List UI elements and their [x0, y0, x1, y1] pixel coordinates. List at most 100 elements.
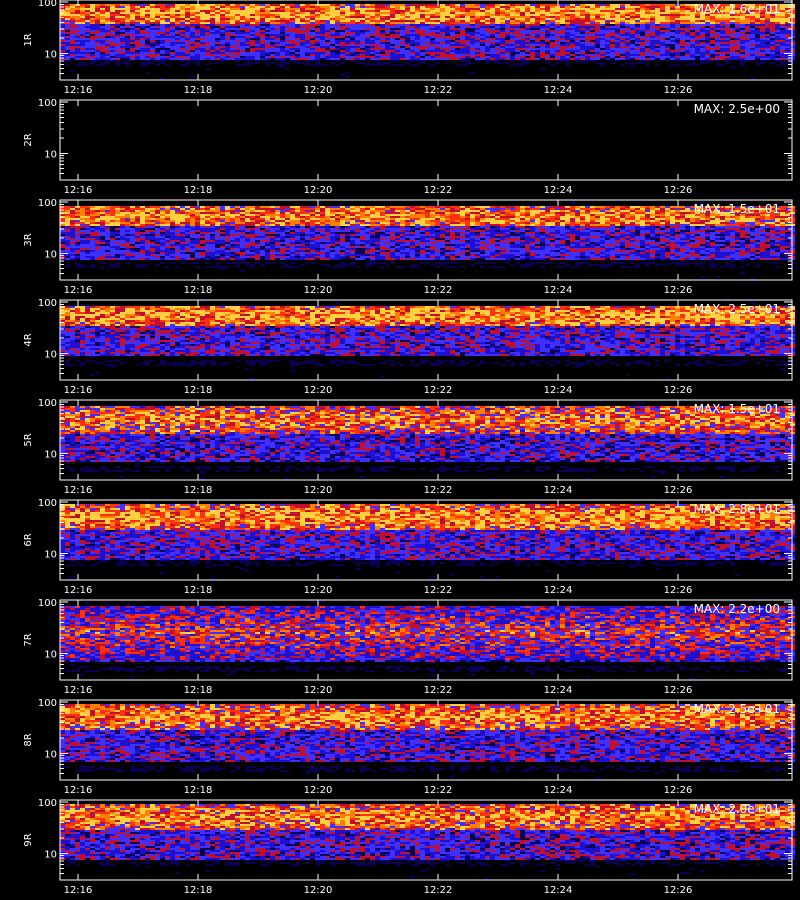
- heatmap-cell: [285, 8, 290, 10]
- heatmap-cell: [705, 50, 710, 52]
- heatmap-cell: [180, 14, 185, 16]
- heatmap-cell: [740, 26, 745, 28]
- heatmap-cell: [575, 30, 580, 32]
- heatmap-cell: [560, 4, 565, 6]
- heatmap-cell: [530, 42, 535, 44]
- heatmap-cell: [755, 38, 760, 40]
- heatmap-cell: [280, 18, 285, 20]
- heatmap-cell: [455, 40, 460, 42]
- heatmap-cell: [715, 44, 720, 46]
- heatmap-cell: [300, 28, 305, 30]
- heatmap-cell: [520, 6, 525, 8]
- heatmap-cell: [740, 36, 745, 38]
- heatmap-cell: [585, 14, 590, 16]
- heatmap-cell: [735, 44, 740, 46]
- heatmap-cell: [560, 42, 565, 44]
- heatmap-cell: [550, 8, 555, 10]
- heatmap-cell: [345, 44, 350, 46]
- heatmap-cell: [395, 18, 400, 20]
- heatmap-cell: [60, 26, 65, 28]
- heatmap-cell: [650, 32, 655, 34]
- heatmap-cell: [770, 38, 775, 40]
- heatmap-cell: [330, 32, 335, 34]
- heatmap-cell: [370, 34, 375, 36]
- heatmap-cell: [400, 44, 405, 46]
- heatmap-cell: [385, 34, 390, 36]
- heatmap-cell: [770, 42, 775, 44]
- heatmap-cell: [425, 4, 430, 6]
- heatmap-cell: [540, 30, 545, 32]
- heatmap-cell: [295, 12, 300, 14]
- heatmap-cell: [285, 16, 290, 18]
- heatmap-cell: [155, 20, 160, 22]
- heatmap-cell: [330, 18, 335, 20]
- heatmap-cell: [750, 44, 755, 46]
- heatmap-cell: [475, 26, 480, 28]
- heatmap-cell: [110, 38, 115, 40]
- heatmap-cell: [205, 46, 210, 48]
- heatmap-cell: [330, 8, 335, 10]
- heatmap-cell: [305, 6, 310, 8]
- heatmap-cell: [70, 46, 75, 48]
- heatmap-cell: [345, 36, 350, 38]
- heatmap-cell: [185, 18, 190, 20]
- heatmap-cell: [500, 50, 505, 52]
- heatmap-cell: [785, 26, 790, 28]
- heatmap-cell: [505, 34, 510, 36]
- heatmap-cell: [315, 30, 320, 32]
- heatmap-cell: [415, 14, 420, 16]
- heatmap-cell: [750, 40, 755, 42]
- heatmap-cell: [500, 32, 505, 34]
- heatmap-cell: [140, 22, 145, 24]
- heatmap-cell: [460, 46, 465, 48]
- heatmap-cell: [165, 30, 170, 32]
- heatmap-cell: [685, 12, 690, 14]
- heatmap-cell: [420, 28, 425, 30]
- heatmap-cell: [745, 50, 750, 52]
- heatmap-cell: [560, 38, 565, 40]
- heatmap-cell: [755, 42, 760, 44]
- heatmap-cell: [280, 44, 285, 46]
- heatmap-cell: [705, 16, 710, 18]
- heatmap-cell: [275, 50, 280, 52]
- heatmap-cell: [370, 28, 375, 30]
- heatmap-cell: [650, 38, 655, 40]
- heatmap-cell: [455, 38, 460, 40]
- heatmap-cell: [80, 18, 85, 20]
- heatmap-cell: [70, 32, 75, 34]
- heatmap-cell: [735, 28, 740, 30]
- heatmap-cell: [760, 30, 765, 32]
- heatmap-cell: [350, 10, 355, 12]
- heatmap-cell: [265, 20, 270, 22]
- heatmap-cell: [635, 10, 640, 12]
- heatmap-cell: [590, 30, 595, 32]
- heatmap-cell: [580, 50, 585, 52]
- heatmap-cell: [150, 48, 155, 50]
- heatmap-cell: [280, 50, 285, 52]
- heatmap-cell: [315, 16, 320, 18]
- heatmap-cell: [130, 22, 135, 24]
- heatmap-cell: [385, 8, 390, 10]
- heatmap-cell: [230, 26, 235, 28]
- heatmap-cell: [95, 40, 100, 42]
- heatmap-cell: [305, 28, 310, 30]
- heatmap-cell: [355, 40, 360, 42]
- heatmap-cell: [545, 44, 550, 46]
- heatmap-cell: [370, 22, 375, 24]
- heatmap-cell: [510, 22, 515, 24]
- heatmap-cell: [720, 34, 725, 36]
- heatmap-cell: [660, 18, 665, 20]
- heatmap-cell: [170, 34, 175, 36]
- heatmap-cell: [580, 8, 585, 10]
- heatmap-cell: [360, 44, 365, 46]
- heatmap-cell: [170, 10, 175, 12]
- heatmap-cell: [620, 36, 625, 38]
- heatmap-cell: [380, 6, 385, 8]
- heatmap-cell: [470, 14, 475, 16]
- heatmap-cell: [255, 16, 260, 18]
- heatmap-cell: [240, 10, 245, 12]
- heatmap-cell: [625, 36, 630, 38]
- heatmap-cell: [105, 38, 110, 40]
- heatmap-cell: [455, 24, 460, 26]
- heatmap-cell: [655, 4, 660, 6]
